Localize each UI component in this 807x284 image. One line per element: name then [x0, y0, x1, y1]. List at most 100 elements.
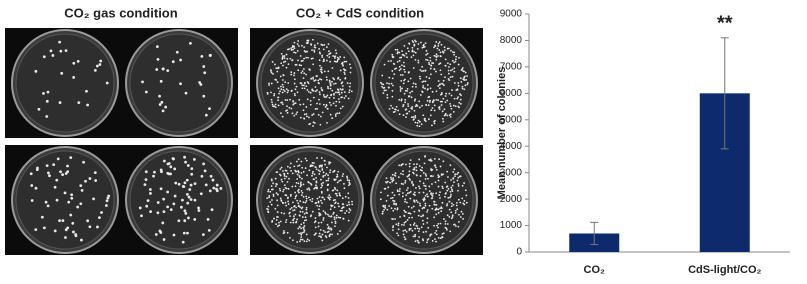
colony — [200, 55, 204, 58]
colony — [276, 216, 278, 218]
colony — [336, 112, 339, 115]
colony — [141, 80, 144, 84]
colony — [268, 84, 270, 86]
colony — [313, 187, 316, 190]
colony — [307, 90, 310, 93]
colony — [280, 85, 282, 88]
colony — [149, 210, 152, 214]
colony — [440, 174, 443, 177]
colony — [428, 101, 431, 103]
colony — [310, 165, 313, 167]
colony — [315, 184, 317, 187]
colony — [324, 106, 327, 108]
colony — [407, 80, 410, 83]
colony — [332, 211, 335, 214]
colony — [306, 174, 308, 177]
colony — [319, 115, 322, 118]
colony — [345, 210, 348, 212]
colony — [271, 221, 273, 223]
colony — [386, 82, 388, 85]
colony — [339, 107, 342, 110]
colony — [441, 187, 444, 189]
colony — [441, 50, 444, 53]
colony — [271, 101, 273, 104]
colony — [156, 201, 160, 204]
colony — [412, 116, 415, 118]
colony — [171, 60, 175, 64]
colony — [420, 123, 423, 126]
colony — [314, 166, 317, 168]
colony — [341, 209, 343, 212]
colony — [435, 213, 438, 216]
colony — [410, 96, 413, 99]
colony — [341, 175, 344, 178]
colony — [326, 85, 329, 88]
colony — [301, 70, 304, 72]
colony — [64, 172, 68, 175]
colony — [391, 191, 394, 194]
colony — [61, 173, 64, 177]
colony — [321, 56, 324, 59]
colony — [417, 241, 420, 244]
colony — [347, 197, 350, 199]
colony — [330, 215, 332, 218]
colony — [409, 224, 412, 226]
colony — [296, 43, 299, 45]
colony — [283, 55, 286, 57]
colony — [311, 200, 314, 203]
colony — [281, 91, 284, 94]
y-tick-label: 2000 — [500, 194, 523, 205]
colony — [397, 222, 400, 225]
colony — [93, 171, 97, 175]
colony — [331, 67, 334, 69]
colony — [465, 78, 468, 81]
colony — [431, 183, 433, 185]
colony — [417, 119, 420, 122]
colony — [457, 82, 460, 84]
y-axis-label: Mean number of colonies — [496, 67, 508, 200]
colony — [407, 103, 409, 105]
colony — [322, 217, 325, 219]
colony — [291, 185, 294, 188]
plate-inner — [129, 33, 229, 133]
colony — [305, 197, 308, 200]
colony — [418, 191, 421, 194]
colony — [404, 181, 407, 184]
colony — [313, 173, 316, 176]
colony — [46, 204, 50, 208]
colony — [341, 197, 344, 200]
colony — [414, 98, 417, 101]
colony — [349, 71, 352, 74]
colony — [49, 49, 53, 53]
colony — [423, 198, 426, 201]
colony — [433, 99, 435, 102]
colony — [382, 83, 385, 86]
colony — [404, 98, 407, 101]
colony — [396, 208, 399, 211]
colony — [427, 226, 430, 229]
colony — [273, 105, 276, 108]
colony — [405, 201, 408, 204]
colony — [412, 183, 415, 186]
colony — [398, 98, 401, 101]
colony — [282, 229, 285, 232]
colony — [447, 78, 450, 80]
colony — [300, 60, 303, 62]
colony — [460, 69, 463, 71]
colony — [293, 47, 296, 50]
colony — [410, 206, 413, 209]
colony — [403, 224, 405, 226]
colony — [305, 208, 308, 211]
colony — [270, 82, 273, 85]
colony — [441, 201, 444, 204]
colony — [284, 194, 287, 196]
colony — [411, 85, 414, 88]
colony — [346, 179, 349, 181]
colony — [276, 183, 278, 186]
colony — [197, 206, 200, 210]
colony — [334, 188, 337, 191]
colony — [343, 71, 346, 74]
colony — [400, 98, 403, 101]
colony — [182, 185, 186, 188]
colony — [441, 100, 443, 103]
